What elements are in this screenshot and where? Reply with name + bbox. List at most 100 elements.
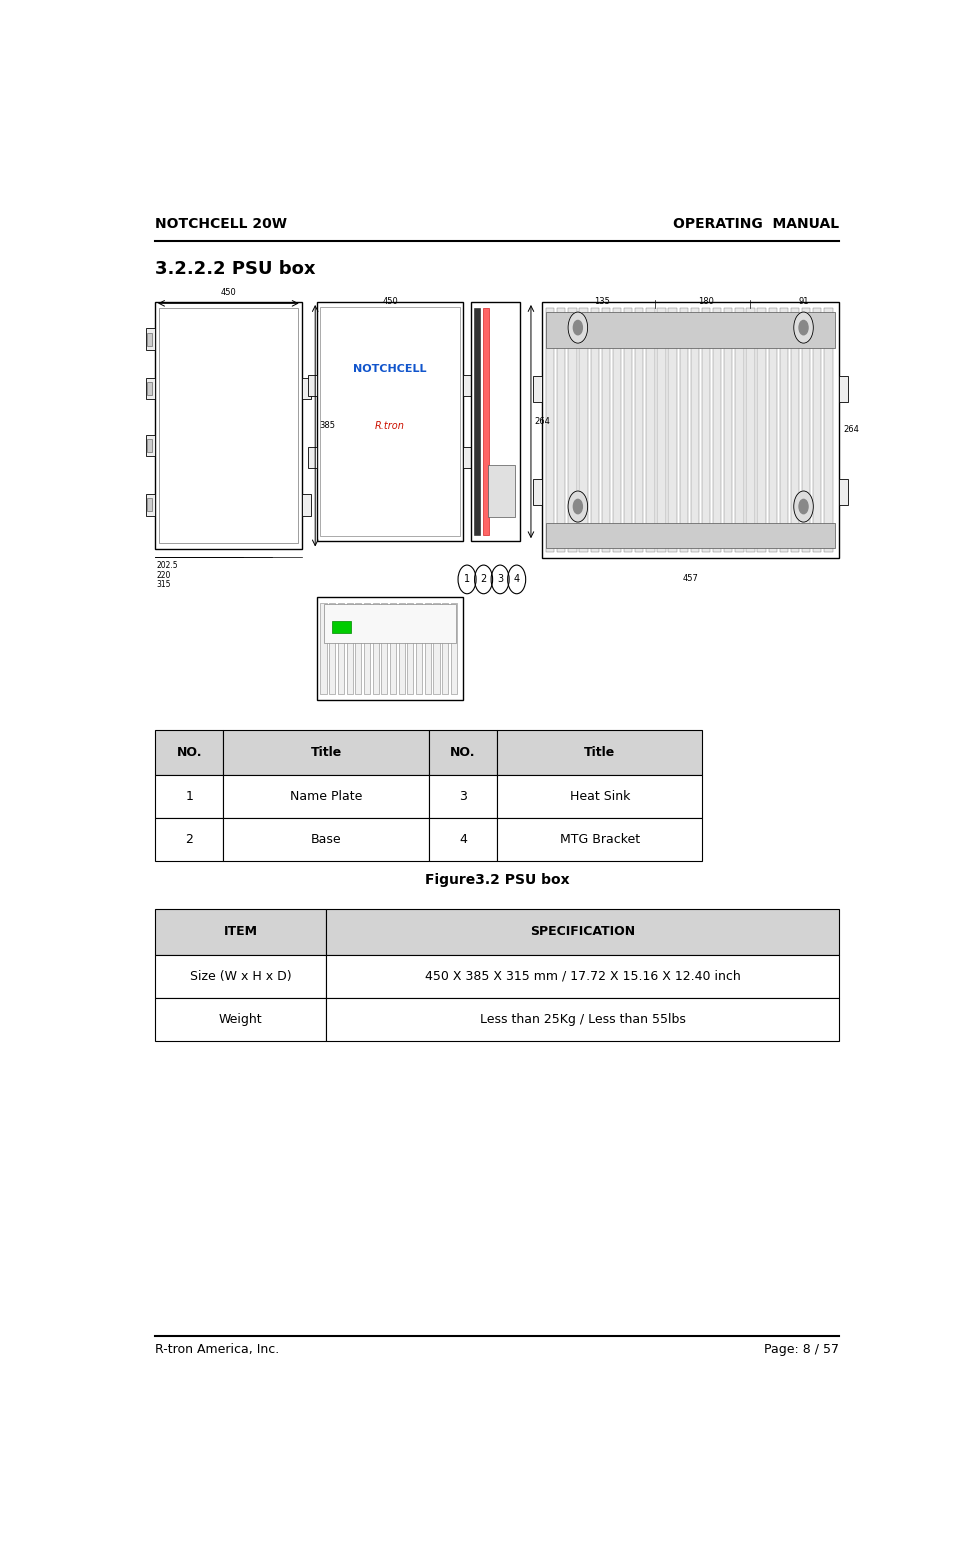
Bar — [398, 604, 404, 694]
Bar — [483, 307, 488, 535]
Bar — [690, 307, 699, 551]
Text: 220: 220 — [156, 571, 171, 580]
Bar — [324, 604, 455, 644]
Text: R-tron America, Inc.: R-tron America, Inc. — [155, 1342, 279, 1356]
Text: 135: 135 — [593, 298, 609, 306]
Bar — [645, 307, 654, 551]
Circle shape — [573, 320, 581, 335]
Bar — [463, 447, 472, 469]
Text: 3.2.2.2 PSU box: 3.2.2.2 PSU box — [155, 261, 315, 278]
Bar — [316, 303, 463, 542]
Bar — [487, 464, 515, 517]
Text: NOTCHCELL: NOTCHCELL — [353, 365, 426, 374]
Text: Page: 8 / 57: Page: 8 / 57 — [764, 1342, 838, 1356]
Bar — [473, 307, 479, 535]
Bar — [533, 377, 542, 402]
Circle shape — [573, 500, 581, 514]
Bar — [601, 307, 610, 551]
Bar — [812, 307, 821, 551]
Bar — [668, 307, 676, 551]
Text: 315: 315 — [156, 580, 171, 590]
Text: Base: Base — [310, 833, 341, 846]
Bar — [428, 729, 497, 776]
Text: 264: 264 — [533, 417, 549, 427]
Circle shape — [798, 320, 807, 335]
Text: 91: 91 — [797, 298, 808, 306]
Bar — [146, 439, 152, 452]
Text: ITEM: ITEM — [224, 925, 258, 939]
Text: 1: 1 — [185, 790, 193, 804]
Bar — [146, 498, 152, 511]
Bar — [155, 818, 223, 861]
Bar — [533, 478, 542, 504]
Bar — [635, 307, 642, 551]
Circle shape — [793, 312, 812, 343]
Bar — [331, 621, 350, 633]
Bar — [346, 604, 353, 694]
Bar — [146, 377, 155, 399]
Bar — [428, 818, 497, 861]
Text: 4: 4 — [513, 574, 519, 585]
Circle shape — [793, 490, 812, 521]
Bar — [470, 303, 519, 542]
Circle shape — [490, 565, 509, 594]
Bar — [155, 954, 326, 998]
Bar — [568, 307, 576, 551]
Text: Title: Title — [310, 747, 341, 759]
Bar — [337, 604, 344, 694]
Circle shape — [568, 490, 587, 521]
Bar — [623, 307, 632, 551]
Bar — [735, 307, 743, 551]
Text: 450 X 385 X 315 mm / 17.72 X 15.16 X 12.40 inch: 450 X 385 X 315 mm / 17.72 X 15.16 X 12.… — [424, 970, 739, 982]
Text: 4: 4 — [458, 833, 466, 846]
Bar — [223, 776, 428, 818]
Bar — [745, 307, 754, 551]
Bar — [496, 776, 702, 818]
Bar — [328, 604, 335, 694]
Bar — [320, 307, 460, 537]
Bar — [159, 307, 297, 543]
Text: 1: 1 — [463, 574, 470, 585]
Text: 202.5: 202.5 — [156, 562, 178, 571]
Circle shape — [568, 312, 587, 343]
Bar — [326, 998, 838, 1041]
Bar — [451, 604, 456, 694]
Bar — [556, 307, 565, 551]
Bar — [442, 604, 448, 694]
Text: 264: 264 — [842, 425, 858, 435]
Bar — [712, 307, 721, 551]
Text: OPERATING  MANUAL: OPERATING MANUAL — [672, 217, 838, 231]
Circle shape — [798, 500, 807, 514]
Bar — [546, 307, 553, 551]
Bar — [223, 729, 428, 776]
Text: 2: 2 — [185, 833, 193, 846]
Bar — [546, 523, 834, 548]
Bar — [838, 377, 847, 402]
Bar — [363, 604, 369, 694]
Text: R.tron: R.tron — [375, 422, 404, 431]
Bar — [146, 382, 152, 396]
Text: 3: 3 — [458, 790, 466, 804]
Bar — [723, 307, 732, 551]
Text: Weight: Weight — [219, 1013, 263, 1026]
Text: 457: 457 — [682, 574, 698, 584]
Circle shape — [507, 565, 525, 594]
Bar — [612, 307, 620, 551]
Bar — [790, 307, 798, 551]
Circle shape — [457, 565, 476, 594]
Bar — [390, 604, 395, 694]
Bar — [307, 376, 316, 396]
Text: Figure3.2 PSU box: Figure3.2 PSU box — [424, 874, 569, 888]
Bar — [542, 303, 838, 557]
Text: NO.: NO. — [450, 747, 475, 759]
Bar — [424, 604, 430, 694]
Text: Less than 25Kg / Less than 55lbs: Less than 25Kg / Less than 55lbs — [480, 1013, 685, 1026]
Bar — [428, 776, 497, 818]
Bar — [223, 818, 428, 861]
Text: 450: 450 — [382, 298, 397, 306]
Text: Size (W x H x D): Size (W x H x D) — [190, 970, 291, 982]
Bar — [146, 494, 155, 515]
Text: Name Plate: Name Plate — [290, 790, 361, 804]
Bar — [146, 332, 152, 346]
Text: NO.: NO. — [176, 747, 202, 759]
